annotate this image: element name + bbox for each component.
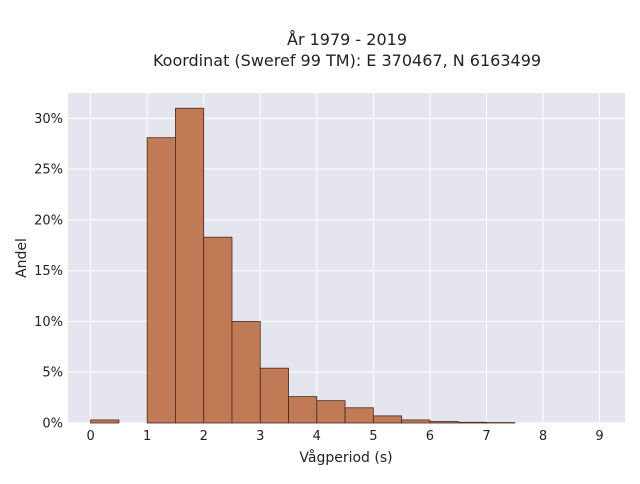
y-tick-label: 15% [34,264,63,279]
histogram-bar [430,421,458,423]
y-tick-label: 30% [34,112,63,127]
histogram-bar [289,397,317,423]
x-tick-label: 0 [86,429,94,444]
histogram-bar [345,408,373,423]
y-tick-label: 10% [34,315,63,330]
x-tick-label: 9 [595,429,603,444]
chart-title-line1: År 1979 - 2019 [287,30,407,49]
x-tick-label: 5 [369,429,377,444]
chart-title-line2: Koordinat (Sweref 99 TM): E 370467, N 61… [153,51,541,70]
x-tick-label: 8 [539,429,547,444]
x-tick-label: 3 [256,429,264,444]
histogram-bar [147,138,175,423]
x-tick-label: 7 [482,429,490,444]
histogram-bar [91,420,119,423]
x-tick-label: 4 [313,429,321,444]
histogram-bar [232,321,260,423]
y-tick-label: 5% [42,366,63,381]
histogram-bar [175,108,203,423]
x-tick-label: 2 [200,429,208,444]
histogram-bar [204,237,232,423]
x-tick-label: 6 [426,429,434,444]
y-axis-label: Andel [14,238,30,278]
histogram-bar [402,420,430,423]
histogram-bar [458,422,486,423]
x-tick-label: 1 [143,429,151,444]
y-tick-label: 0% [42,417,63,432]
y-tick-label: 25% [34,163,63,178]
histogram-bar [373,416,401,423]
x-axis-label: Vågperiod (s) [299,449,392,466]
histogram-bar [317,401,345,423]
histogram-bar [260,368,288,423]
y-tick-label: 20% [34,213,63,228]
